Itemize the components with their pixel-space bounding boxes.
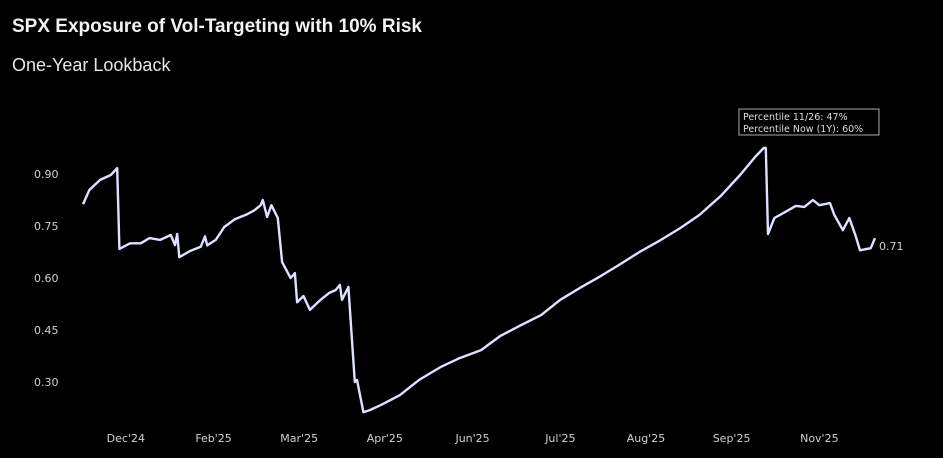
x-tick-label: Dec'24 bbox=[107, 432, 145, 445]
x-tick-label: Sep'25 bbox=[713, 432, 751, 445]
y-tick-label: 0.60 bbox=[34, 272, 59, 285]
x-tick-label: Aug'25 bbox=[627, 432, 666, 445]
legend-entry: Percentile Now (1Y): 60% bbox=[743, 124, 863, 135]
chart-title: SPX Exposure of Vol-Targeting with 10% R… bbox=[12, 16, 422, 37]
legend-entry: Percentile 11/26: 47% bbox=[743, 112, 848, 123]
y-tick-label: 0.90 bbox=[34, 168, 59, 181]
y-tick-label: 0.45 bbox=[34, 324, 59, 337]
end-value-label: 0.71 bbox=[879, 240, 904, 253]
x-tick-label: Jun'25 bbox=[454, 432, 489, 445]
x-tick-label: Mar'25 bbox=[280, 432, 318, 445]
x-tick-label: Apr'25 bbox=[367, 432, 403, 445]
x-tick-label: Jul'25 bbox=[544, 432, 575, 445]
chart-subtitle: One-Year Lookback bbox=[12, 55, 171, 75]
x-tick-label: Nov'25 bbox=[800, 432, 839, 445]
legend-box: Percentile 11/26: 47% Percentile Now (1Y… bbox=[738, 108, 880, 136]
series-line bbox=[81, 146, 877, 414]
y-tick-label: 0.30 bbox=[34, 376, 59, 389]
x-tick-label: Feb'25 bbox=[195, 432, 232, 445]
y-tick-label: 0.75 bbox=[34, 220, 59, 233]
